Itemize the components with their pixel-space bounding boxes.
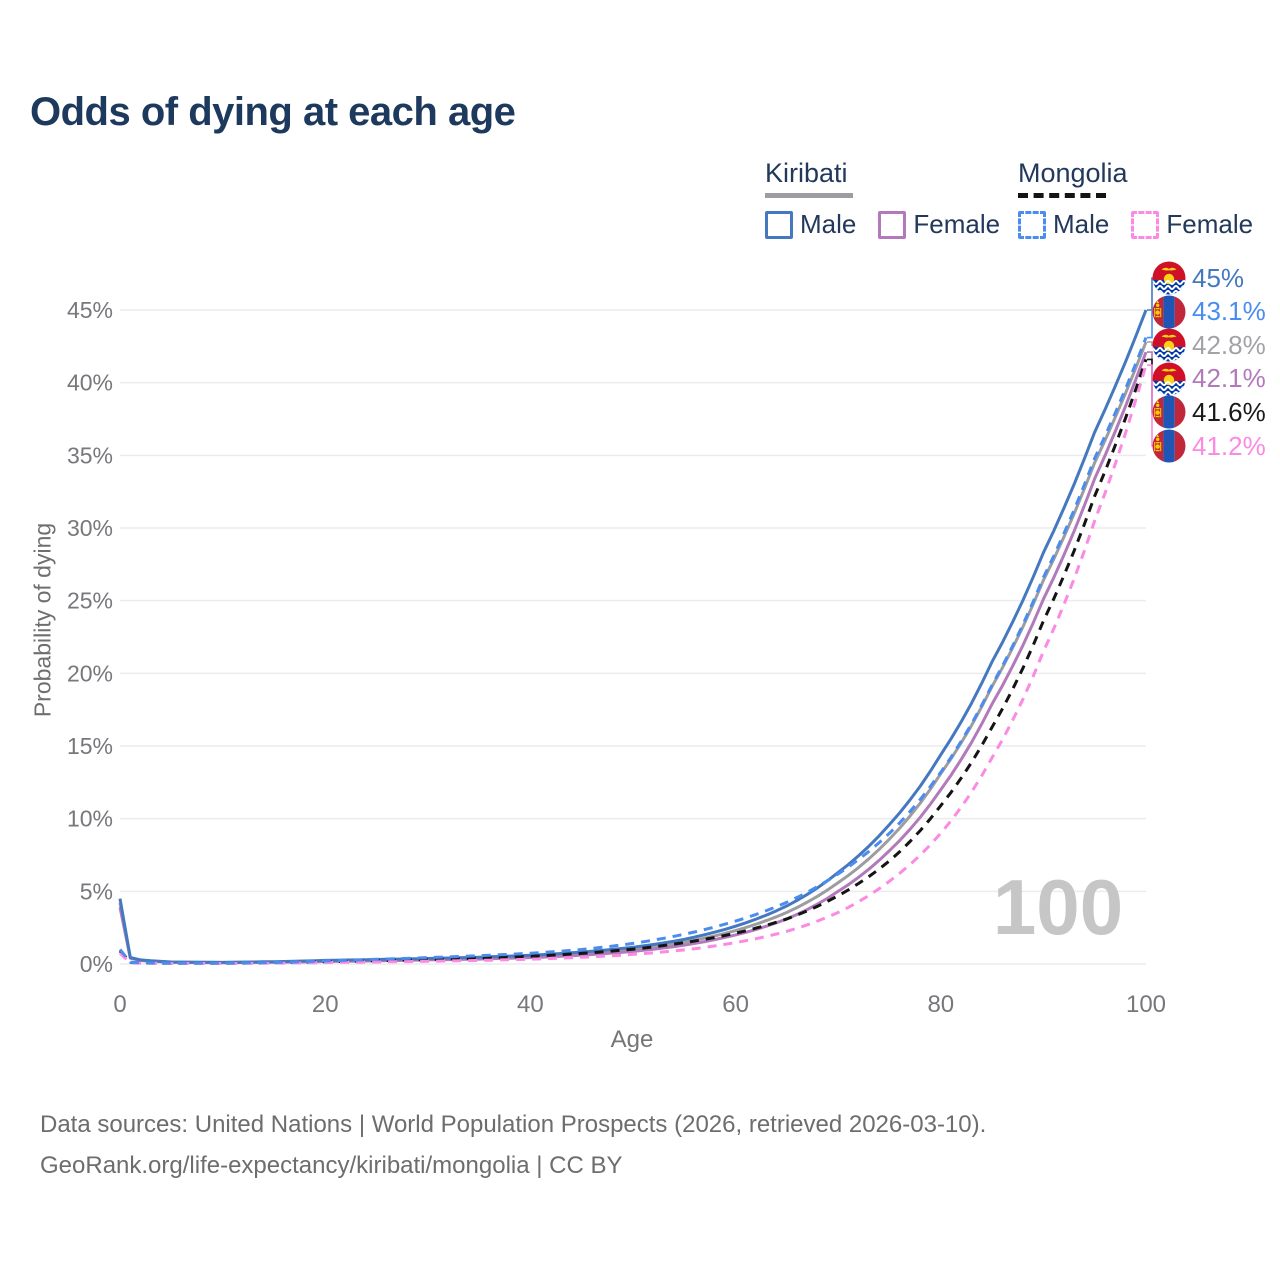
- legend-item-kiribati-male[interactable]: Male: [765, 209, 856, 240]
- footer: Data sources: United Nations | World Pop…: [40, 1104, 986, 1186]
- end-label-kiribati_all[interactable]: 42.8%: [1152, 328, 1266, 362]
- footer-url-line: GeoRank.org/life-expectancy/kiribati/mon…: [40, 1152, 623, 1179]
- x-tick-label: 40: [517, 991, 544, 1018]
- end-label-value: 41.2%: [1192, 430, 1266, 461]
- x-tick-label: 0: [113, 991, 126, 1018]
- y-tick-label: 25%: [67, 588, 113, 614]
- end-label-value: 42.8%: [1192, 329, 1266, 360]
- kiribati-line-swatch: [765, 193, 853, 198]
- x-axis-label: Age: [610, 1026, 654, 1053]
- kiribati-flag-icon: [1152, 362, 1186, 396]
- y-tick-label: 35%: [67, 442, 113, 468]
- end-label-mongolia_female[interactable]: 41.2%: [1152, 429, 1266, 463]
- end-label-mongolia_male[interactable]: 43.1%: [1152, 295, 1266, 329]
- mongolia-flag-icon: [1152, 429, 1186, 463]
- mongolia-line-swatch: [1018, 193, 1106, 198]
- mongolia-flag-icon: [1152, 395, 1186, 429]
- end-label-value: 42.1%: [1192, 363, 1266, 394]
- legend-item-label: Female: [913, 209, 1001, 239]
- legend-item-mongolia-female[interactable]: Female: [1131, 209, 1253, 240]
- y-tick-label: 30%: [67, 515, 113, 541]
- legend-group-mongolia: Mongolia Male Female: [1018, 158, 1253, 240]
- legend-mongolia-title[interactable]: Mongolia: [1018, 158, 1128, 188]
- end-label-value: 41.6%: [1192, 396, 1266, 427]
- legend-item-label: Female: [1166, 209, 1254, 239]
- x-tick-label: 100: [1126, 991, 1166, 1018]
- footer-sources-line: Data sources: United Nations | World Pop…: [40, 1111, 987, 1138]
- x-tick-label: 80: [927, 991, 954, 1018]
- y-tick-label: 20%: [67, 660, 113, 686]
- end-label-value: 43.1%: [1192, 296, 1266, 327]
- legend-item-kiribati-female[interactable]: Female: [878, 209, 1000, 240]
- kiribati-female-swatch-icon: [878, 210, 907, 239]
- x-tick-label: 60: [722, 991, 749, 1018]
- y-tick-label: 10%: [67, 806, 113, 832]
- end-label-value: 45%: [1192, 262, 1245, 293]
- y-tick-label: 45%: [67, 297, 113, 323]
- legend-item-label: Male: [800, 209, 857, 239]
- age-watermark: 100: [992, 863, 1124, 951]
- y-axis-label: Probability of dying: [29, 522, 56, 718]
- end-label-mongolia_all[interactable]: 41.6%: [1152, 395, 1266, 429]
- page-title: Odds of dying at each age: [30, 90, 516, 134]
- mongolia-female-swatch-icon: [1131, 210, 1160, 239]
- kiribati-flag-icon: [1152, 328, 1186, 362]
- end-label-kiribati_female[interactable]: 42.1%: [1152, 362, 1266, 396]
- series-line-mongolia_male[interactable]: [118, 337, 1148, 965]
- kiribati-flag-icon: [1152, 261, 1186, 295]
- y-tick-label: 0%: [80, 951, 113, 977]
- series-line-mongolia_female[interactable]: [118, 364, 1148, 965]
- kiribati-male-swatch-icon: [765, 210, 793, 239]
- mongolia-male-swatch-icon: [1018, 210, 1046, 239]
- legend-item-label: Male: [1053, 209, 1110, 239]
- legend-group-kiribati: Kiribati Male Female: [765, 158, 1000, 240]
- end-label-kiribati_male[interactable]: 45%: [1152, 261, 1244, 295]
- y-tick-label: 40%: [67, 370, 113, 396]
- y-tick-label: 5%: [80, 878, 113, 904]
- legend-item-mongolia-male[interactable]: Male: [1018, 209, 1109, 240]
- legend-kiribati-title[interactable]: Kiribati: [765, 158, 848, 188]
- mongolia-flag-icon: [1152, 295, 1186, 329]
- x-tick-label: 20: [312, 991, 339, 1018]
- y-tick-label: 15%: [67, 733, 113, 759]
